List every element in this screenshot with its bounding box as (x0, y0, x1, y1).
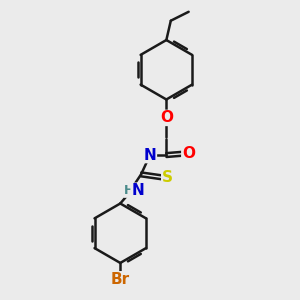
Text: O: O (160, 110, 173, 125)
Text: H: H (124, 184, 134, 197)
Text: H: H (145, 148, 155, 162)
Text: N: N (144, 148, 156, 163)
Text: N: N (131, 183, 144, 198)
Text: Br: Br (111, 272, 130, 287)
Text: S: S (162, 170, 173, 185)
Text: O: O (182, 146, 195, 161)
